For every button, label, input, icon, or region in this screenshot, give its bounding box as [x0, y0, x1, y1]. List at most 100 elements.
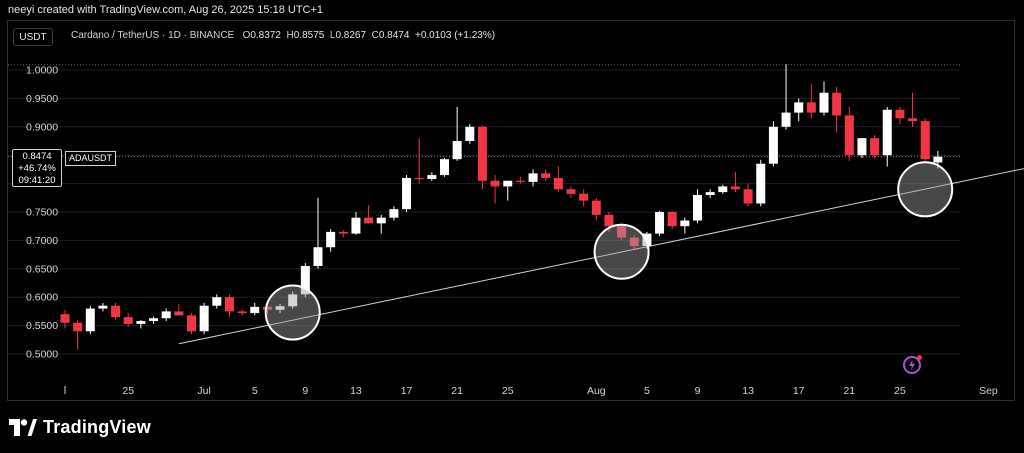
- candle-body[interactable]: [440, 159, 449, 175]
- candle-body[interactable]: [162, 311, 171, 318]
- x-tick-label: Sep: [979, 385, 998, 397]
- last-price-badge: 0.8474 +46.74% 09:41:20: [12, 149, 62, 187]
- candle-body[interactable]: [857, 138, 866, 155]
- x-tick-label: Aug: [587, 385, 606, 397]
- lightning-icon[interactable]: [903, 356, 921, 374]
- x-tick-label: 13: [742, 385, 754, 397]
- last-price: 0.8474: [13, 151, 61, 163]
- y-tick-label: 0.5000: [26, 349, 58, 361]
- candle-body[interactable]: [680, 221, 689, 227]
- candle-body[interactable]: [73, 323, 82, 332]
- candle-body[interactable]: [225, 297, 234, 311]
- brand-name: TradingView: [43, 417, 151, 438]
- candle-body[interactable]: [351, 218, 360, 234]
- candle-body[interactable]: [187, 315, 196, 331]
- candle-body[interactable]: [820, 93, 829, 113]
- candle-body[interactable]: [794, 102, 803, 112]
- x-tick-label: 17: [401, 385, 413, 397]
- candle-body[interactable]: [769, 127, 778, 164]
- x-tick-label: 21: [451, 385, 463, 397]
- candle-body[interactable]: [744, 189, 753, 203]
- x-tick-label: 21: [843, 385, 855, 397]
- candle-body[interactable]: [933, 157, 942, 163]
- candle-body[interactable]: [465, 127, 474, 141]
- candle-body[interactable]: [61, 314, 70, 323]
- candle-body[interactable]: [503, 181, 512, 187]
- highlight-circle[interactable]: [898, 162, 952, 216]
- change-percent: +46.74%: [13, 163, 61, 175]
- y-tick-label: 0.6000: [26, 292, 58, 304]
- candle-body[interactable]: [731, 186, 740, 189]
- y-tick-label: 0.5500: [26, 320, 58, 332]
- candle-body[interactable]: [200, 306, 209, 332]
- candle-body[interactable]: [845, 115, 854, 155]
- x-tick-label: 5: [252, 385, 258, 397]
- candle-body[interactable]: [111, 306, 120, 317]
- tradingview-logo[interactable]: TradingView: [9, 417, 151, 438]
- x-tick-label: Jul: [197, 385, 210, 397]
- x-tick-label: 25: [502, 385, 514, 397]
- candle-body[interactable]: [554, 178, 563, 189]
- candle-body[interactable]: [86, 309, 95, 332]
- y-tick-label: 0.9000: [26, 121, 58, 133]
- candle-body[interactable]: [655, 212, 664, 234]
- candle-body[interactable]: [402, 178, 411, 209]
- y-tick-label: 0.7500: [26, 207, 58, 219]
- candle-body[interactable]: [377, 218, 386, 224]
- candle-body[interactable]: [453, 141, 462, 159]
- candle-body[interactable]: [389, 209, 398, 218]
- candle-body[interactable]: [604, 215, 613, 226]
- candle-body[interactable]: [212, 297, 221, 306]
- x-tick-label: 13: [350, 385, 362, 397]
- symbol-tag: ADAUSDT: [65, 151, 116, 166]
- x-tick-label: 9: [695, 385, 701, 397]
- candle-body[interactable]: [567, 189, 576, 194]
- candle-body[interactable]: [756, 164, 765, 204]
- x-tick-label: 25: [122, 385, 134, 397]
- x-tick-label: 25: [894, 385, 906, 397]
- candle-body[interactable]: [782, 113, 791, 127]
- x-tick-label: 17: [793, 385, 805, 397]
- highlight-circle[interactable]: [595, 225, 649, 279]
- candle-countdown: 09:41:20: [13, 175, 61, 187]
- candle-body[interactable]: [491, 181, 500, 187]
- candle-body[interactable]: [339, 232, 348, 234]
- candle-body[interactable]: [529, 173, 538, 182]
- candle-body[interactable]: [718, 186, 727, 192]
- candle-body[interactable]: [870, 138, 879, 155]
- candle-body[interactable]: [895, 110, 904, 119]
- candle-body[interactable]: [883, 110, 892, 155]
- tradingview-logo-icon: [9, 419, 37, 436]
- candle-body[interactable]: [693, 195, 702, 221]
- candle-body[interactable]: [921, 121, 930, 159]
- x-tick-label: 9: [302, 385, 308, 397]
- candle-body[interactable]: [124, 317, 133, 324]
- candle-body[interactable]: [668, 212, 677, 226]
- candle-body[interactable]: [908, 118, 917, 121]
- candle-body[interactable]: [238, 311, 247, 313]
- candle-body[interactable]: [427, 175, 436, 179]
- x-tick-label: 5: [644, 385, 650, 397]
- y-tick-label: 0.6500: [26, 263, 58, 275]
- candle-body[interactable]: [807, 102, 816, 112]
- candle-body[interactable]: [478, 127, 487, 181]
- highlight-circle[interactable]: [266, 286, 320, 340]
- candle-body[interactable]: [326, 232, 335, 247]
- candle-body[interactable]: [149, 318, 158, 321]
- candle-body[interactable]: [592, 201, 601, 215]
- candle-body[interactable]: [98, 306, 107, 309]
- y-tick-label: 1.0000: [26, 65, 58, 77]
- candle-body[interactable]: [314, 247, 323, 266]
- candle-body[interactable]: [516, 181, 525, 182]
- candle-body[interactable]: [250, 307, 259, 313]
- candle-body[interactable]: [136, 321, 145, 324]
- candle-body[interactable]: [579, 194, 588, 201]
- candle-body[interactable]: [541, 173, 550, 178]
- candle-body[interactable]: [174, 311, 183, 315]
- candle-body[interactable]: [364, 218, 373, 224]
- candle-body[interactable]: [706, 192, 715, 195]
- y-tick-label: 0.9500: [26, 93, 58, 105]
- candle-body[interactable]: [415, 178, 424, 179]
- candle-body[interactable]: [832, 93, 841, 116]
